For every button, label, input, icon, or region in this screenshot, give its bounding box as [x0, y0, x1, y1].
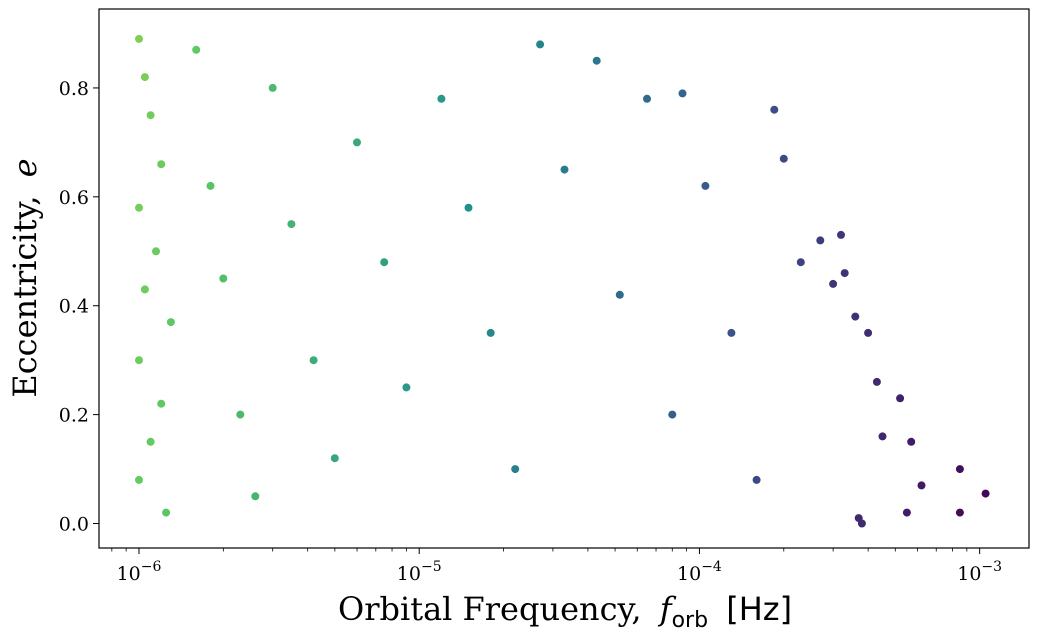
data-point: [309, 356, 318, 365]
y-axis-label: Eccentricity, e: [6, 158, 44, 397]
y-tick-label: 0.8: [59, 78, 89, 100]
data-point: [206, 181, 215, 190]
data-point: [840, 269, 849, 278]
data-point: [851, 312, 860, 321]
data-point: [752, 475, 761, 484]
data-point: [981, 489, 990, 498]
data-point: [152, 247, 160, 256]
scatter-points: [135, 34, 990, 528]
y-tick-label: 0.4: [59, 296, 89, 318]
x-axis-label-unit: [Hz]: [726, 590, 792, 628]
data-point: [770, 105, 779, 114]
x-axis-ticks: 10−6 10−5 10−4 10−3: [111, 548, 1002, 585]
data-point: [864, 328, 873, 337]
data-point: [955, 465, 964, 474]
y-axis-label-text: Eccentricity,: [6, 195, 44, 397]
y-tick-label: 0.6: [59, 187, 89, 209]
x-tick-label: 10−4: [677, 559, 722, 585]
data-point: [135, 475, 143, 484]
data-point: [902, 508, 911, 517]
data-point: [140, 285, 149, 294]
data-point: [701, 181, 710, 190]
data-point: [330, 454, 339, 463]
data-point: [353, 138, 361, 147]
data-point: [615, 290, 624, 299]
data-point: [878, 432, 887, 441]
data-point: [236, 410, 245, 419]
data-point: [560, 165, 569, 174]
data-point: [219, 274, 228, 283]
data-point: [668, 410, 677, 419]
data-point: [146, 437, 155, 446]
y-axis-label-symbol: e: [6, 158, 44, 177]
data-point: [857, 519, 866, 528]
data-point: [829, 279, 838, 288]
data-point: [643, 94, 651, 103]
data-point: [135, 203, 143, 212]
data-point: [796, 258, 805, 267]
data-point: [816, 236, 825, 245]
data-point: [536, 40, 545, 49]
data-point: [135, 356, 143, 365]
x-tick-label: 10−5: [397, 559, 442, 585]
data-point: [592, 56, 601, 65]
x-axis-label: Orbital Frequency, forb [Hz]: [338, 590, 792, 635]
x-tick-label: 10−6: [117, 559, 162, 585]
data-point: [727, 328, 736, 337]
data-point: [511, 465, 520, 474]
x-tick-label: 10−3: [957, 559, 1002, 585]
data-point: [917, 481, 926, 490]
data-point: [287, 220, 296, 229]
data-point: [464, 203, 473, 212]
data-point: [251, 492, 260, 501]
data-point: [779, 154, 788, 163]
data-point: [135, 34, 143, 43]
data-point: [437, 94, 446, 103]
data-point: [140, 73, 149, 82]
data-point: [907, 437, 916, 446]
data-point: [146, 111, 155, 120]
data-point: [268, 83, 277, 92]
x-axis-label-subscript: orb: [672, 608, 708, 633]
data-point: [402, 383, 411, 392]
plot-frame: [98, 8, 1030, 549]
y-tick-label: 0.2: [59, 405, 89, 427]
data-point: [166, 318, 175, 327]
data-point: [157, 399, 166, 408]
y-axis-ticks: 0.0 0.2 0.4 0.6 0.8: [59, 78, 99, 536]
data-point: [380, 258, 389, 267]
data-point: [837, 230, 845, 239]
y-tick-label: 0.0: [59, 514, 89, 536]
data-point: [162, 508, 171, 517]
data-point: [872, 377, 881, 386]
data-point: [157, 160, 166, 169]
data-point: [486, 328, 495, 337]
data-point: [955, 508, 964, 517]
data-point: [192, 45, 201, 54]
x-axis-label-text: Orbital Frequency,: [338, 590, 642, 628]
data-point: [896, 394, 905, 403]
data-point: [678, 89, 687, 98]
